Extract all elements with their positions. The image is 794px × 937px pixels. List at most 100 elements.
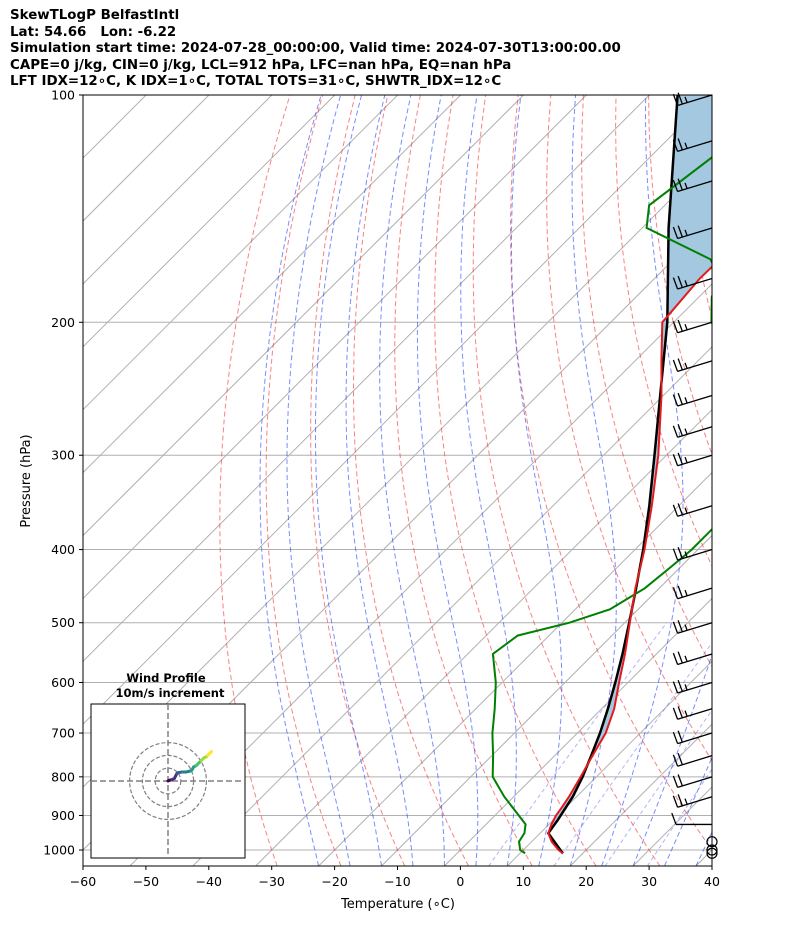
moist-adiabat bbox=[379, 95, 445, 866]
wind-barb-flag bbox=[677, 225, 683, 238]
wind-barb-staff bbox=[677, 94, 713, 107]
y-tick-label: 400 bbox=[51, 542, 75, 557]
wind-barb-staff bbox=[677, 796, 713, 808]
wind-barb-staff bbox=[677, 394, 713, 407]
mixing-ratio-line bbox=[488, 622, 668, 866]
dry-adiabat bbox=[394, 95, 533, 866]
y-tick-label: 600 bbox=[51, 675, 75, 690]
wind-barb-flag bbox=[672, 731, 679, 744]
header-location: Lat: 54.66 Lon: -6.22 bbox=[10, 24, 177, 40]
dry-adiabat bbox=[779, 95, 794, 866]
moist-adiabat bbox=[416, 95, 479, 866]
x-tick-label: −20 bbox=[321, 874, 347, 889]
cape-shading bbox=[548, 95, 712, 854]
wind-barb-flag bbox=[684, 624, 688, 631]
wind-barb-flag bbox=[677, 392, 683, 405]
wind-barb-flag bbox=[684, 142, 688, 149]
wind-barb-staff bbox=[677, 227, 713, 240]
wind-barb-flag bbox=[677, 319, 683, 332]
chart-header: SkewTLogP BelfastIntl Lat: 54.66 Lon: -6… bbox=[10, 8, 621, 91]
cape-cin-area bbox=[548, 95, 712, 854]
wind-barb-flag bbox=[672, 707, 679, 720]
wind-barb-flag bbox=[684, 280, 688, 287]
wind-barb-staff bbox=[677, 180, 713, 193]
moist-adiabat bbox=[345, 95, 414, 866]
wind-barb-flag bbox=[677, 585, 683, 598]
isotherm-line bbox=[83, 95, 587, 600]
dry-adiabat bbox=[546, 95, 712, 762]
wind-barb-flag bbox=[684, 798, 688, 805]
wind-barb-flag bbox=[684, 655, 688, 662]
wind-barb-flag bbox=[684, 397, 688, 404]
wind-barb-flag bbox=[677, 730, 683, 743]
dry-adiabat bbox=[648, 95, 712, 456]
wind-barb-flag bbox=[672, 139, 679, 152]
wind-barb-flag bbox=[672, 504, 679, 517]
y-axis-label: Pressure (hPa) bbox=[19, 434, 34, 527]
wind-barb-staff bbox=[677, 321, 713, 334]
dry-adiabat bbox=[434, 95, 597, 866]
wind-barb-flag bbox=[672, 93, 679, 106]
moist-adiabat bbox=[259, 95, 322, 866]
wind-barb-flag bbox=[672, 359, 679, 372]
y-tick-label: 200 bbox=[51, 315, 75, 330]
moist-adiabat bbox=[632, 653, 712, 866]
isotherm-line bbox=[381, 534, 712, 866]
wind-barb-staff bbox=[677, 708, 713, 720]
wind-barb-flag bbox=[684, 684, 688, 691]
isotherm-line bbox=[83, 95, 336, 348]
wind-barb-flag bbox=[672, 179, 679, 192]
x-tick-label: 10 bbox=[515, 874, 531, 889]
wind-barb-staff bbox=[677, 454, 713, 467]
hodograph-inset: Wind Profile 10m/s increment bbox=[90, 671, 246, 859]
wind-barb-staff bbox=[677, 505, 713, 517]
dry-adiabat bbox=[310, 95, 406, 866]
sounding-lines bbox=[491, 95, 712, 855]
dry-adiabat bbox=[265, 95, 342, 866]
isotherm-line bbox=[83, 95, 524, 537]
dry-adiabat bbox=[472, 95, 661, 866]
wind-barb-flag bbox=[684, 456, 688, 464]
wind-barb-flag bbox=[677, 546, 683, 559]
wind-barb-flag bbox=[672, 652, 679, 665]
wind-barb-flag bbox=[684, 362, 688, 369]
wind-barb-flag bbox=[672, 754, 679, 767]
header-indices-2: LFT IDX=12∘C, K IDX=1∘C, TOTAL TOTS=31∘C… bbox=[10, 74, 502, 89]
moist-adiabat bbox=[460, 95, 517, 866]
axis-ticks: −60 −50 −40 −30 −20 −10 0 10 20 30 40 100 200 300 400 5… bbox=[43, 88, 720, 890]
y-tick-label: 900 bbox=[51, 808, 75, 823]
x-tick-label: 30 bbox=[641, 874, 657, 889]
dry-adiabats bbox=[219, 95, 794, 866]
wind-barb-staff bbox=[677, 587, 713, 600]
x-tick-label: 0 bbox=[456, 874, 464, 889]
wind-barb-flag bbox=[677, 275, 683, 288]
wind-barb-flag bbox=[672, 454, 679, 466]
y-tick-label: 700 bbox=[51, 726, 75, 741]
isotherm-line bbox=[506, 660, 712, 866]
y-tick-label: 100 bbox=[51, 88, 75, 103]
isotherm-line bbox=[83, 95, 84, 96]
x-tick-label: −50 bbox=[133, 874, 159, 889]
dewpoint-line bbox=[491, 156, 712, 855]
dry-adiabat bbox=[509, 95, 712, 851]
isotherm-line bbox=[255, 408, 712, 866]
moist-adiabat bbox=[511, 95, 563, 866]
wind-barb-flag bbox=[684, 428, 688, 435]
y-tick-label: 300 bbox=[51, 448, 75, 463]
wind-barb-flag bbox=[672, 548, 679, 561]
parcel-profile-line bbox=[546, 95, 679, 855]
wind-barb-flag bbox=[677, 424, 683, 436]
temperature-line bbox=[547, 265, 712, 855]
wind-barb-flag bbox=[672, 587, 679, 599]
moist-adiabat bbox=[315, 95, 382, 866]
wind-barb-staff bbox=[677, 732, 713, 745]
wind-barb-flag bbox=[677, 679, 683, 692]
wind-barb-staff bbox=[677, 426, 713, 438]
wind-barb-flag bbox=[677, 753, 683, 765]
mixing-ratio-line bbox=[553, 642, 712, 866]
wind-barb-flag bbox=[671, 812, 677, 825]
header-indices-1: CAPE=0 j/kg, CIN=0 j/kg, LCL=912 hPa, LF… bbox=[10, 57, 512, 73]
wind-barb-flag bbox=[677, 178, 683, 191]
wind-barb-staff bbox=[677, 653, 713, 666]
hodograph-segment bbox=[208, 750, 214, 755]
